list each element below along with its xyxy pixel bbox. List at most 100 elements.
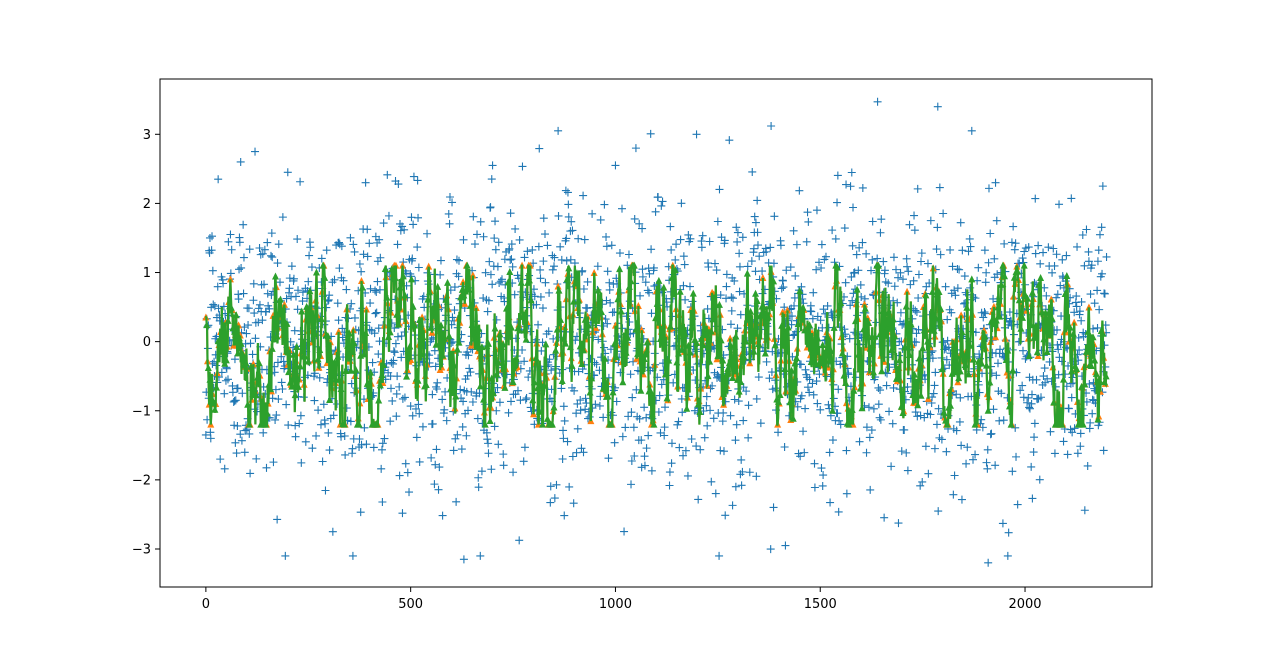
scatter-point [581, 394, 590, 403]
scatter-point [579, 191, 588, 200]
scatter-point [996, 345, 1005, 354]
scatter-point [640, 403, 649, 412]
green-marker [697, 334, 705, 342]
scatter-point [334, 316, 343, 325]
green-marker [1089, 333, 1097, 341]
green-marker [532, 354, 540, 362]
green-marker [909, 390, 917, 398]
green-marker [213, 383, 221, 391]
x-tick-label: 1000 [599, 597, 632, 612]
scatter-point [452, 497, 461, 506]
scatter-point [1043, 374, 1052, 383]
green-marker [342, 366, 350, 374]
scatter-point [655, 391, 664, 400]
scatter-point [412, 433, 421, 442]
scatter-point [524, 373, 533, 382]
scatter-point [258, 249, 267, 258]
scatter-point [239, 253, 248, 262]
green-marker [627, 277, 635, 285]
green-marker [324, 332, 332, 340]
scatter-point [428, 390, 437, 399]
green-marker [720, 376, 728, 384]
green-marker [673, 358, 681, 366]
scatter-point [208, 266, 217, 275]
scatter-point [252, 454, 261, 463]
scatter-point [767, 121, 776, 130]
scatter-point [427, 453, 436, 462]
green-marker [365, 380, 373, 388]
green-marker [1063, 272, 1071, 280]
scatter-point [1037, 393, 1045, 402]
scatter-point [363, 225, 372, 234]
scatter-point [418, 422, 427, 431]
scatter-point [1099, 446, 1108, 455]
green-marker [512, 354, 520, 362]
scatter-point [744, 401, 753, 410]
scatter-point [612, 397, 621, 406]
green-marker [411, 321, 419, 329]
scatter-point [479, 232, 488, 241]
green-marker [791, 359, 799, 367]
green-marker [394, 320, 402, 328]
scatter-point [564, 200, 573, 209]
orange-marker [459, 278, 467, 286]
scatter-point [665, 468, 674, 477]
scatter-point [433, 378, 442, 387]
scatter-point [674, 417, 683, 426]
green-marker [285, 368, 293, 376]
scatter-point [1042, 291, 1051, 300]
green-marker [616, 265, 624, 273]
scatter-point [408, 411, 417, 420]
scatter-point [848, 241, 857, 250]
green-marker [851, 317, 859, 325]
scatter-point [982, 458, 991, 467]
green-marker [1046, 318, 1054, 326]
scatter-point [466, 368, 475, 377]
scatter-point [796, 360, 805, 369]
green-marker [263, 409, 271, 417]
green-marker [1007, 420, 1015, 428]
scatter-point [250, 309, 259, 318]
scatter-point [445, 192, 454, 201]
green-marker [707, 327, 715, 335]
scatter-point [374, 350, 383, 359]
green-marker [303, 302, 311, 310]
scatter-point [644, 431, 653, 440]
scatter-point [692, 130, 701, 139]
scatter-point [362, 440, 371, 449]
scatter-point [817, 464, 826, 473]
scatter-point [816, 405, 825, 414]
scatter-point [554, 211, 563, 220]
scatter-point [1036, 259, 1045, 268]
green-marker [958, 328, 966, 336]
scatter-point [903, 466, 912, 475]
green-marker [968, 275, 976, 283]
green-marker [344, 341, 352, 349]
scatter-point [864, 403, 873, 412]
scatter-point [534, 242, 543, 251]
scatter-point [825, 448, 834, 457]
scatter-point [733, 228, 742, 237]
x-tick-label: 2000 [1008, 597, 1041, 612]
scatter-point [789, 226, 798, 235]
scatter-point [932, 245, 941, 254]
scatter-point [982, 268, 991, 277]
green-marker [892, 374, 900, 382]
green-marker [961, 360, 969, 368]
scatter-point [235, 238, 244, 247]
scatter-point [876, 415, 885, 424]
scatter-point [813, 399, 822, 408]
scatter-point [681, 295, 690, 304]
scatter-point [858, 238, 867, 247]
scatter-point [850, 268, 859, 277]
scatter-point [1088, 409, 1097, 418]
green-marker [525, 276, 533, 284]
scatter-point [716, 291, 725, 300]
orange-marker [590, 268, 598, 276]
scatter-point [1093, 257, 1102, 266]
scatter-point [821, 252, 830, 261]
scatter-point [236, 157, 245, 166]
y-tick-label: −1 [132, 404, 151, 419]
scatter-point [683, 471, 692, 480]
green-marker [1100, 378, 1108, 386]
